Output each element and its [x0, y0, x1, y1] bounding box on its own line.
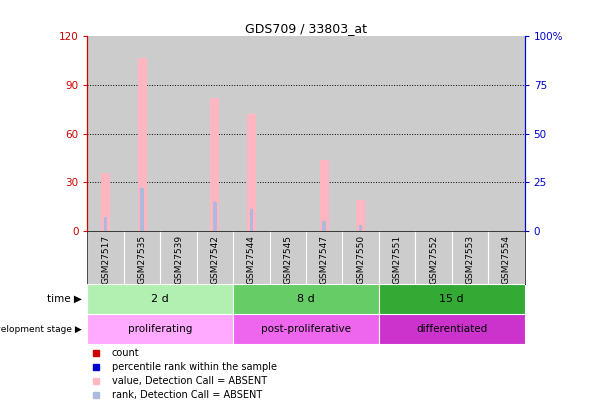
Text: 15 d: 15 d	[440, 294, 464, 304]
Text: GSM27551: GSM27551	[393, 235, 402, 284]
Bar	[323, 221, 326, 231]
Text: GSM27545: GSM27545	[283, 235, 292, 284]
Bar	[210, 98, 219, 231]
Text: GSM27544: GSM27544	[247, 235, 256, 284]
Bar	[250, 209, 253, 231]
Bar	[233, 314, 379, 344]
Bar	[320, 160, 329, 231]
Text: post-proliferative: post-proliferative	[261, 324, 351, 334]
Text: rank, Detection Call = ABSENT: rank, Detection Call = ABSENT	[112, 390, 262, 400]
Bar	[359, 225, 362, 231]
Text: differentiated: differentiated	[416, 324, 487, 334]
Text: GSM27547: GSM27547	[320, 235, 329, 284]
Bar	[213, 202, 216, 231]
Text: count: count	[112, 348, 139, 358]
Text: GSM27552: GSM27552	[429, 235, 438, 284]
Text: GSM27542: GSM27542	[210, 235, 219, 284]
Bar	[247, 114, 256, 231]
Text: 2 d: 2 d	[151, 294, 169, 304]
Text: GSM27550: GSM27550	[356, 235, 365, 284]
Text: 8 d: 8 d	[297, 294, 315, 304]
Text: GSM27517: GSM27517	[101, 235, 110, 284]
Text: GSM27535: GSM27535	[137, 235, 147, 284]
Text: GSM27553: GSM27553	[466, 235, 475, 284]
Bar	[101, 173, 110, 231]
Bar	[233, 284, 379, 314]
Text: GSM27554: GSM27554	[502, 235, 511, 284]
Bar	[87, 284, 233, 314]
Bar	[137, 58, 147, 231]
Text: time ▶: time ▶	[46, 294, 81, 304]
Bar	[140, 188, 144, 231]
Bar	[104, 217, 107, 231]
Bar	[379, 314, 525, 344]
Text: proliferating: proliferating	[128, 324, 192, 334]
Text: value, Detection Call = ABSENT: value, Detection Call = ABSENT	[112, 376, 267, 386]
Text: development stage ▶: development stage ▶	[0, 324, 81, 334]
Bar	[379, 284, 525, 314]
Bar	[356, 200, 365, 231]
Text: GSM27539: GSM27539	[174, 235, 183, 284]
Title: GDS709 / 33803_at: GDS709 / 33803_at	[245, 22, 367, 35]
Bar	[87, 314, 233, 344]
Text: percentile rank within the sample: percentile rank within the sample	[112, 362, 277, 372]
